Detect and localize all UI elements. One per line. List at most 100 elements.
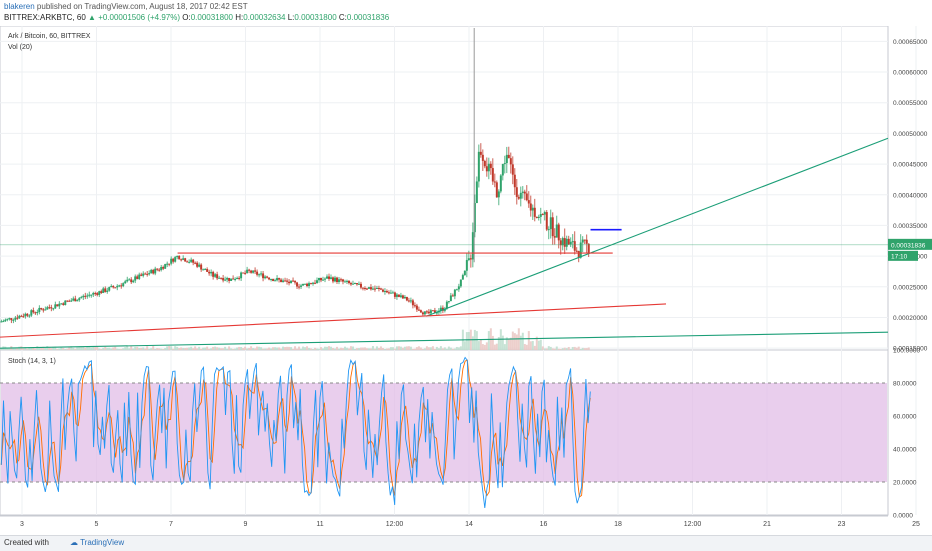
trendline-support-green[interactable] bbox=[426, 137, 889, 317]
volume-bar bbox=[146, 346, 149, 350]
candle-body bbox=[451, 295, 454, 297]
candle-body bbox=[228, 277, 231, 281]
volume-bar bbox=[349, 346, 352, 350]
candle-body bbox=[335, 277, 338, 282]
candle-body bbox=[493, 181, 496, 183]
volume-bar bbox=[357, 348, 360, 350]
volume-bar bbox=[509, 337, 512, 350]
volume-bar bbox=[433, 348, 436, 350]
candle-body bbox=[46, 307, 49, 310]
candle-body bbox=[104, 288, 107, 292]
candle-body bbox=[42, 309, 45, 311]
volume-bar bbox=[130, 346, 133, 350]
candle-body bbox=[383, 291, 386, 293]
volume-bar bbox=[581, 347, 584, 350]
candle-body bbox=[246, 269, 249, 274]
candle-body bbox=[429, 310, 432, 314]
volume-bar bbox=[188, 347, 191, 350]
candle-body bbox=[489, 163, 492, 169]
price-tick: 0.00050000 bbox=[893, 131, 928, 138]
candle-body bbox=[36, 311, 39, 313]
candle-body bbox=[469, 258, 472, 260]
volume-bar bbox=[361, 347, 364, 350]
candle-body bbox=[206, 269, 209, 272]
candle-body bbox=[8, 318, 11, 320]
candle-body bbox=[371, 288, 374, 290]
candle-body bbox=[543, 212, 546, 215]
price-tick: 0.00040000 bbox=[893, 192, 928, 199]
volume-bar bbox=[166, 346, 169, 350]
created-with-label: Created with bbox=[4, 538, 49, 547]
volume-bar bbox=[144, 348, 147, 350]
candle-body bbox=[539, 214, 542, 217]
price-tick: 0.00020000 bbox=[893, 315, 928, 322]
volume-bar bbox=[477, 341, 480, 350]
candle-body bbox=[481, 154, 484, 161]
volume-bar bbox=[332, 347, 334, 350]
candle-body bbox=[198, 264, 201, 267]
candle-body bbox=[403, 296, 406, 299]
candle-body bbox=[118, 285, 121, 287]
candle-body bbox=[10, 318, 13, 321]
candle-body bbox=[497, 191, 500, 198]
candle-body bbox=[583, 239, 586, 241]
volume-bar bbox=[395, 346, 398, 350]
candle-body bbox=[50, 307, 53, 309]
stoch-tick: 20.0000 bbox=[893, 480, 917, 487]
volume-bar bbox=[316, 348, 319, 350]
candle-body bbox=[409, 300, 412, 302]
tradingview-logo[interactable]: ☁ TradingView bbox=[70, 538, 124, 547]
candle-body bbox=[513, 174, 516, 188]
volume-bar bbox=[397, 346, 400, 350]
volume-bar bbox=[523, 344, 526, 350]
volume-bar bbox=[102, 347, 105, 350]
volume-bar bbox=[324, 346, 327, 350]
volume-bar bbox=[567, 346, 570, 350]
candle-body bbox=[158, 269, 161, 271]
volume-bar bbox=[302, 346, 305, 350]
ticker-header: BITTREX:ARKBTC, 60 ▲ +0.00001506 (+4.97%… bbox=[4, 13, 389, 22]
ticker-label: BITTREX:ARKBTC, 60 bbox=[4, 13, 86, 22]
time-tick: 7 bbox=[169, 521, 173, 528]
volume-bar bbox=[308, 347, 311, 350]
candle-body bbox=[397, 294, 400, 297]
trendline-long-red[interactable] bbox=[0, 303, 667, 338]
candle-body bbox=[114, 287, 117, 289]
volume-bar bbox=[549, 346, 552, 350]
volume-bar bbox=[54, 346, 57, 350]
publisher-name[interactable]: blakeren bbox=[4, 2, 35, 11]
candle-body bbox=[266, 276, 269, 278]
volume-bar bbox=[274, 347, 277, 350]
candle-body bbox=[216, 274, 219, 279]
candle-body bbox=[292, 280, 295, 282]
candle-body bbox=[363, 287, 366, 289]
volume-bar bbox=[142, 347, 145, 350]
candle-body bbox=[22, 316, 25, 318]
candle-body bbox=[300, 285, 303, 287]
price-tick: 0.00055000 bbox=[893, 100, 928, 107]
volume-bar bbox=[292, 348, 295, 350]
candle-body bbox=[445, 301, 448, 309]
volume-bar bbox=[270, 348, 273, 350]
candle-body bbox=[337, 279, 340, 282]
candle-body bbox=[188, 261, 191, 263]
chart-canvas[interactable]: 3 5 7 9 11 12:00 14 16 18 12:00 21 23 25 0.00065000 0.… bbox=[0, 26, 932, 536]
open-value: 0.00031800 bbox=[190, 13, 233, 22]
price-tick: 0.00015000 bbox=[893, 346, 928, 353]
volume-bar bbox=[343, 346, 346, 350]
candle-body bbox=[387, 292, 390, 294]
volume-bar bbox=[389, 347, 392, 350]
time-tick: 16 bbox=[540, 521, 548, 528]
trendline-long-green[interactable] bbox=[0, 331, 889, 349]
candle-body bbox=[254, 270, 257, 272]
candle-body bbox=[282, 280, 285, 283]
volume-bar bbox=[320, 347, 323, 350]
volume-bar bbox=[439, 346, 442, 350]
candle-body bbox=[427, 311, 430, 314]
volume-bar bbox=[463, 341, 466, 350]
candle-body bbox=[208, 271, 211, 274]
up-arrow-icon: ▲ bbox=[88, 13, 96, 22]
candle-body bbox=[517, 196, 520, 199]
volume-bar bbox=[529, 341, 532, 350]
time-tick: 5 bbox=[95, 521, 99, 528]
